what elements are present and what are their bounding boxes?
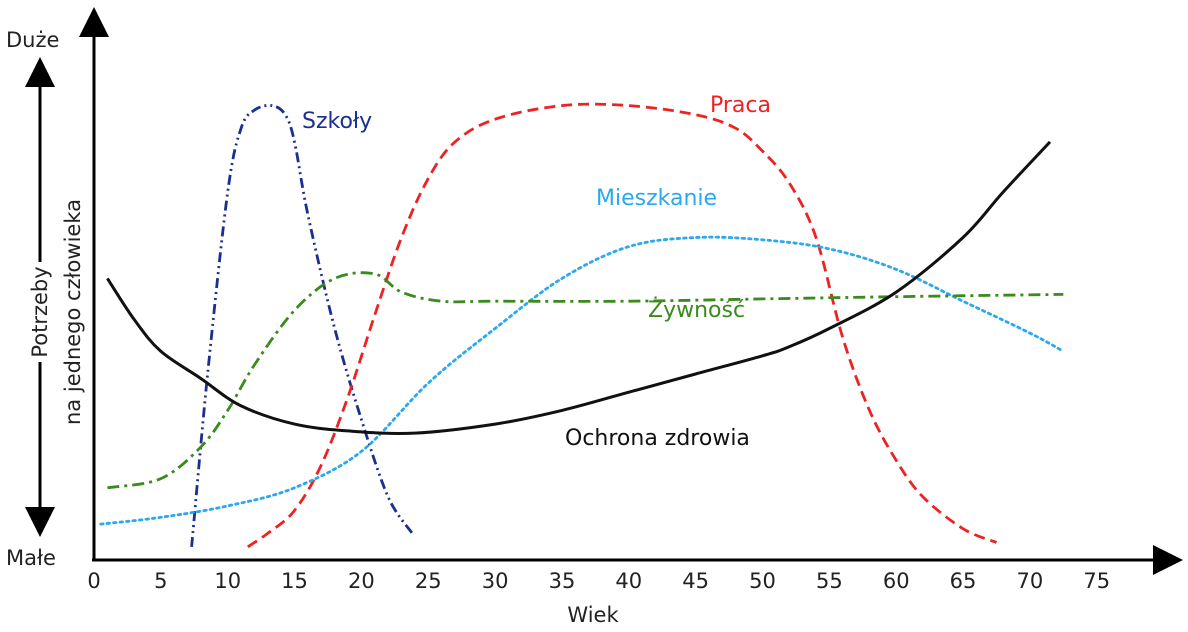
series-line-ochrona-zdrowia	[106, 140, 1052, 435]
y-bottom-label: Małe	[6, 546, 56, 570]
y-axis-label-line1: Potrzeby	[28, 266, 52, 357]
series-line-praca	[246, 102, 998, 549]
x-tick-label: 15	[281, 569, 308, 593]
x-tick-label: 70	[1017, 569, 1044, 593]
series-line-mieszkanie	[99, 235, 1065, 526]
x-tick-labels: 0 5 10 15 20 25 30 35 40 45 50 55 60 65 70 75	[87, 569, 1110, 593]
x-axis-label: Wiek	[567, 603, 619, 627]
x-tick-label: 0	[87, 569, 100, 593]
x-tick-label: 45	[682, 569, 709, 593]
x-tick-label: 75	[1083, 569, 1110, 593]
series-label-praca: Praca	[710, 93, 771, 118]
y-top-label: Duże	[6, 28, 59, 52]
series-label-ochrona-zdrowia: Ochrona zdrowia	[565, 426, 750, 451]
x-tick-label: 40	[615, 569, 642, 593]
x-tick-label: 60	[883, 569, 910, 593]
series-label-zywnosc: Żywność	[648, 297, 745, 323]
x-tick-label: 10	[214, 569, 241, 593]
series-line-zywnosc	[107, 271, 1064, 490]
x-tick-label: 5	[154, 569, 167, 593]
x-tick-label: 65	[950, 569, 977, 593]
series-labels: Szkoły Praca Mieszkanie Żywność Ochrona zdro…	[302, 93, 771, 451]
series-label-szkoly: Szkoły	[302, 109, 372, 134]
y-axis-label-line2: na jednego człowieka	[61, 199, 85, 425]
series-label-mieszkanie: Mieszkanie	[596, 186, 717, 211]
x-tick-label: 20	[348, 569, 375, 593]
x-tick-label: 30	[482, 569, 509, 593]
series-lines	[99, 102, 1065, 549]
x-tick-label: 35	[549, 569, 576, 593]
x-tick-label: 55	[816, 569, 843, 593]
series-line-szkoly	[190, 104, 414, 548]
x-tick-label: 25	[415, 569, 442, 593]
x-tick-label: 50	[749, 569, 776, 593]
